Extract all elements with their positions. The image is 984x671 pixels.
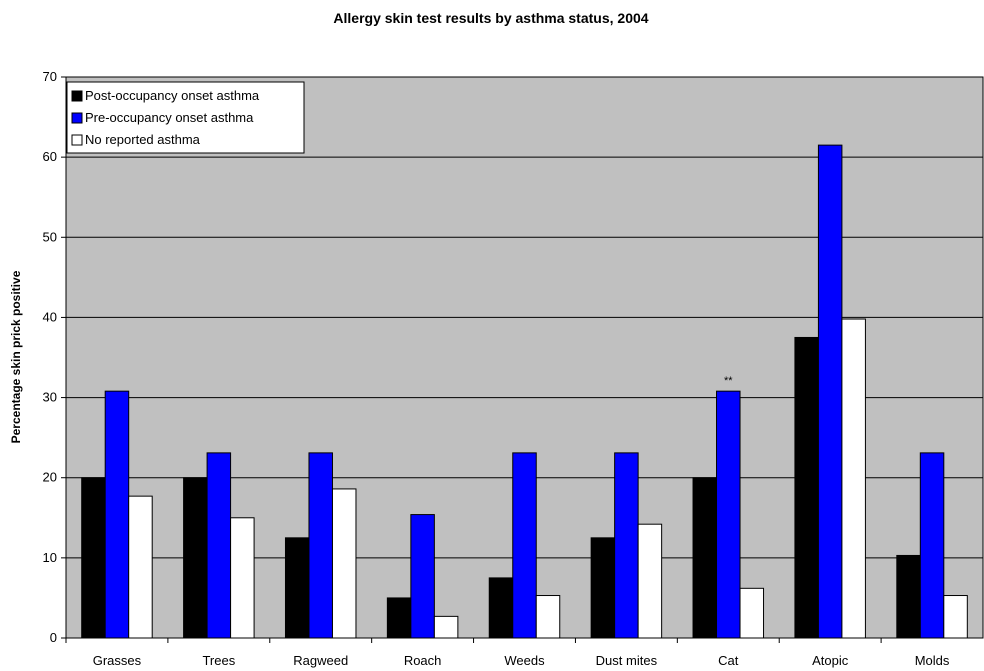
x-tick-label: Grasses (93, 653, 142, 668)
bar (614, 452, 639, 639)
bar (284, 537, 310, 639)
y-tick-label: 60 (43, 149, 57, 164)
bar (841, 318, 866, 639)
bars (81, 144, 968, 639)
bar (794, 336, 819, 639)
legend-box (66, 81, 305, 154)
x-tick-label: Cat (718, 653, 739, 668)
chart-title: Allergy skin test results by asthma stat… (333, 10, 648, 26)
bar (331, 488, 357, 639)
bar (590, 537, 616, 639)
bar (410, 514, 435, 639)
bar (512, 452, 537, 639)
legend-swatch (71, 90, 83, 102)
bar (104, 390, 130, 639)
bar (919, 452, 945, 639)
bar (183, 477, 208, 639)
bar (943, 595, 968, 639)
x-axis-ticks: Grasses Trees Ragweed Roach Weeds Dust mites C… (65, 638, 950, 668)
bar (896, 554, 921, 639)
bar (716, 390, 741, 639)
bar (128, 495, 153, 639)
legend-swatch (71, 134, 83, 146)
bar (817, 144, 843, 639)
x-tick-label: Roach (404, 653, 442, 668)
bar (433, 615, 459, 639)
x-tick-label: Ragweed (293, 653, 348, 668)
y-axis-label: Percentage skin prick positive (9, 270, 23, 443)
y-tick-label: 70 (43, 69, 57, 84)
annotations: ** (724, 375, 733, 387)
bar (535, 595, 561, 639)
y-axis-ticks: 0 10 20 30 40 50 60 70 (43, 69, 66, 645)
legend-label: No reported asthma (85, 132, 201, 147)
x-tick-label: Weeds (504, 653, 545, 668)
x-tick-label: Atopic (812, 653, 849, 668)
y-tick-label: 30 (43, 390, 57, 405)
x-tick-label: Dust mites (596, 653, 658, 668)
y-tick-label: 50 (43, 229, 57, 244)
legend-label: Post-occupancy onset asthma (85, 88, 260, 103)
y-tick-label: 40 (43, 309, 57, 324)
y-tick-label: 20 (43, 470, 57, 485)
bar (739, 587, 765, 639)
bar (81, 477, 106, 639)
x-tick-label: Molds (915, 653, 950, 668)
legend-label: Pre-occupancy onset asthma (85, 110, 254, 125)
bar (386, 597, 412, 639)
annotation: ** (724, 375, 733, 387)
legend: Post-occupancy onset asthma Pre-occupancy… (66, 81, 305, 154)
bar (692, 477, 718, 639)
bar (230, 517, 255, 639)
x-tick-label: Trees (202, 653, 235, 668)
bar (488, 577, 514, 639)
y-tick-label: 10 (43, 550, 57, 565)
bar (637, 523, 663, 639)
bar (206, 452, 232, 639)
y-tick-label: 0 (50, 630, 57, 645)
legend-swatch (71, 112, 83, 124)
bar (308, 452, 333, 639)
